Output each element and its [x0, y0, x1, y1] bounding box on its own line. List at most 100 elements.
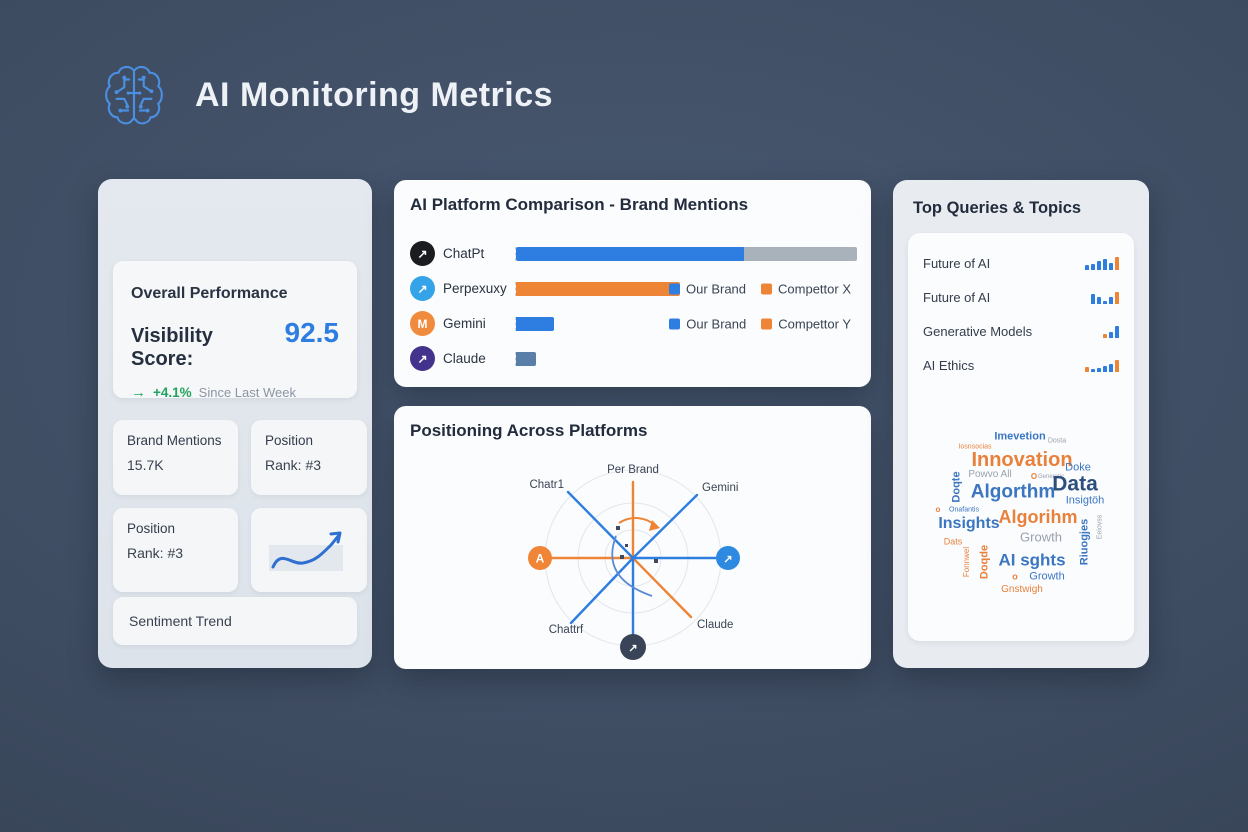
- page-title: AI Monitoring Metrics: [195, 75, 554, 114]
- radar-label-top-right: Gemini: [702, 482, 738, 494]
- query-row[interactable]: AI Ethics: [908, 348, 1134, 382]
- trend-delta: +4.1%: [153, 385, 192, 400]
- chart-legend: Our Brand Compettor X: [669, 281, 851, 296]
- radar-chart: Per Brand Chatr1 Gemini Chattrf Claude A…: [528, 464, 740, 660]
- mini-bar: [1091, 264, 1095, 270]
- mini-bar: [1115, 360, 1119, 372]
- legend-item: Our Brand: [669, 316, 746, 331]
- mini-bar: [1091, 294, 1095, 304]
- brain-circuit-icon: [105, 65, 163, 125]
- cloud-word: Algorihm: [998, 507, 1078, 527]
- visibility-score-value: 92.5: [284, 317, 340, 348]
- query-row[interactable]: Future of AI: [908, 280, 1134, 314]
- legend-swatch-icon: [761, 283, 773, 294]
- bar-track: [515, 351, 857, 366]
- platform-row: ↗ Perpexuxy Our Brand Compettor X: [410, 271, 857, 306]
- cloud-word: Data: [1052, 472, 1098, 496]
- uptrend-curve-arrow-icon: [269, 531, 343, 571]
- positioning-card: Per Brand Chatr1 Gemini Chattrf Claude A…: [394, 406, 871, 669]
- radar-label-top-left: Chatr1: [529, 479, 564, 491]
- mini-bar: [1103, 301, 1107, 304]
- metric-tile-brand-mentions: Brand Mentions 15.7K: [113, 420, 238, 495]
- cloud-word: Dosta: [1047, 437, 1067, 445]
- top-queries-panel: Future of AI Future of AI Generative Model…: [908, 233, 1134, 641]
- cloud-word: Algorthm: [970, 481, 1056, 503]
- top-queries-card: Top Queries & Topics Future of AI Future …: [893, 180, 1149, 668]
- top-queries-title: Top Queries & Topics: [913, 199, 1082, 217]
- positioning-title: Positioning Across Platforms: [410, 421, 648, 440]
- cloud-word: Riuogjes: [1078, 518, 1091, 566]
- mini-bar: [1103, 334, 1107, 338]
- cloud-word: Doqte: [950, 471, 963, 503]
- query-row[interactable]: Generative Models: [908, 314, 1134, 348]
- top-queries-rows: Future of AI Future of AI Generative Model…: [908, 246, 1134, 382]
- bar-segment: [516, 246, 745, 261]
- mini-bar: [1097, 297, 1101, 304]
- cloud-word: Iosnsocias: [958, 443, 992, 451]
- mini-bar: [1115, 257, 1119, 270]
- platform-label: Perpexuxy: [443, 281, 507, 296]
- tile-value: Rank: #3: [127, 545, 184, 561]
- cloud-word: o: [1012, 571, 1018, 582]
- radar-label-bottom-right: Claude: [697, 619, 733, 631]
- svg-text:A: A: [536, 552, 545, 566]
- mini-bar: [1109, 263, 1113, 270]
- perpexuxy-logo-icon: ↗: [410, 276, 435, 301]
- cloud-word: Gnstwigh: [1001, 584, 1043, 595]
- orange-a-node-icon: [528, 546, 552, 570]
- radar-label-bottom-left: Chattrf: [549, 624, 584, 636]
- query-label: Future of AI: [923, 255, 991, 271]
- trend-arrow-icon: →: [131, 384, 146, 401]
- cloud-word: Doqde: [978, 544, 991, 580]
- mini-bar: [1109, 332, 1113, 338]
- mini-bar: [1091, 369, 1095, 372]
- legend-swatch-icon: [669, 318, 681, 329]
- tile-value: 15.7K: [127, 457, 164, 473]
- legend-label: Compettor Y: [778, 316, 851, 331]
- mini-bar: [1085, 265, 1089, 270]
- cloud-word: O: [1030, 472, 1038, 481]
- metric-tile-position: Position Rank: #3: [251, 420, 367, 495]
- cloud-word: Doke: [1065, 461, 1091, 474]
- overall-performance-title: Overall Performance: [131, 285, 288, 302]
- legend-label: Our Brand: [686, 316, 747, 331]
- bar-segment: [744, 246, 857, 261]
- cloud-word: Dats: [943, 536, 963, 547]
- cloud-word: AI sghts: [998, 550, 1066, 570]
- bar-segment: [516, 351, 537, 366]
- trend-caption: Since Last Week: [198, 385, 296, 400]
- mini-bar: [1109, 297, 1113, 304]
- radar-label-top: Per Brand: [607, 464, 659, 476]
- legend-item: Our Brand: [669, 281, 746, 296]
- app-header: AI Monitoring Metrics: [103, 62, 553, 128]
- mini-bar: [1115, 326, 1119, 338]
- legend-item: Compettor Y: [761, 316, 851, 331]
- gemini-logo-icon: M: [410, 311, 435, 336]
- word-cloud: Imevetion Dosta Iosnsocias Innovation Doke Po…: [908, 413, 1134, 641]
- platform-label: Claude: [443, 351, 486, 366]
- mini-bar: [1097, 368, 1101, 372]
- bar-track: [515, 246, 857, 261]
- sentiment-trend-label: Sentiment Trend: [129, 613, 232, 629]
- cloud-word: o: [935, 505, 941, 514]
- platform-comparison-card: AI Platform Comparison - Brand Mentions …: [394, 180, 871, 387]
- cloud-word: Insigtöh: [1065, 494, 1105, 507]
- navy-node-icon: [620, 634, 646, 660]
- legend-swatch-icon: [761, 318, 773, 329]
- bar-track: [515, 316, 857, 331]
- platform-row: ↗ ChatPt: [410, 236, 857, 271]
- tile-label: Brand Mentions: [127, 433, 222, 448]
- cloud-word: Growth: [1020, 529, 1062, 545]
- bar-track: [515, 281, 857, 296]
- sentiment-trend-tile: Sentiment Trend: [113, 597, 357, 645]
- overall-performance-card: Overall Performance Visibility Score: 92…: [98, 179, 372, 668]
- mini-bar-chart: [1091, 290, 1119, 304]
- cloud-word: Powvo All: [968, 469, 1012, 480]
- trend-line: → +4.1% Since Last Week: [131, 384, 339, 401]
- platform-row: ↗ Claude: [410, 341, 857, 376]
- metric-tiles: Brand Mentions 15.7K Position Rank: #3 P…: [113, 420, 367, 592]
- cloud-word: Innovation: [971, 449, 1073, 471]
- query-row[interactable]: Future of AI: [908, 246, 1134, 280]
- sparkline-tile: [251, 508, 367, 592]
